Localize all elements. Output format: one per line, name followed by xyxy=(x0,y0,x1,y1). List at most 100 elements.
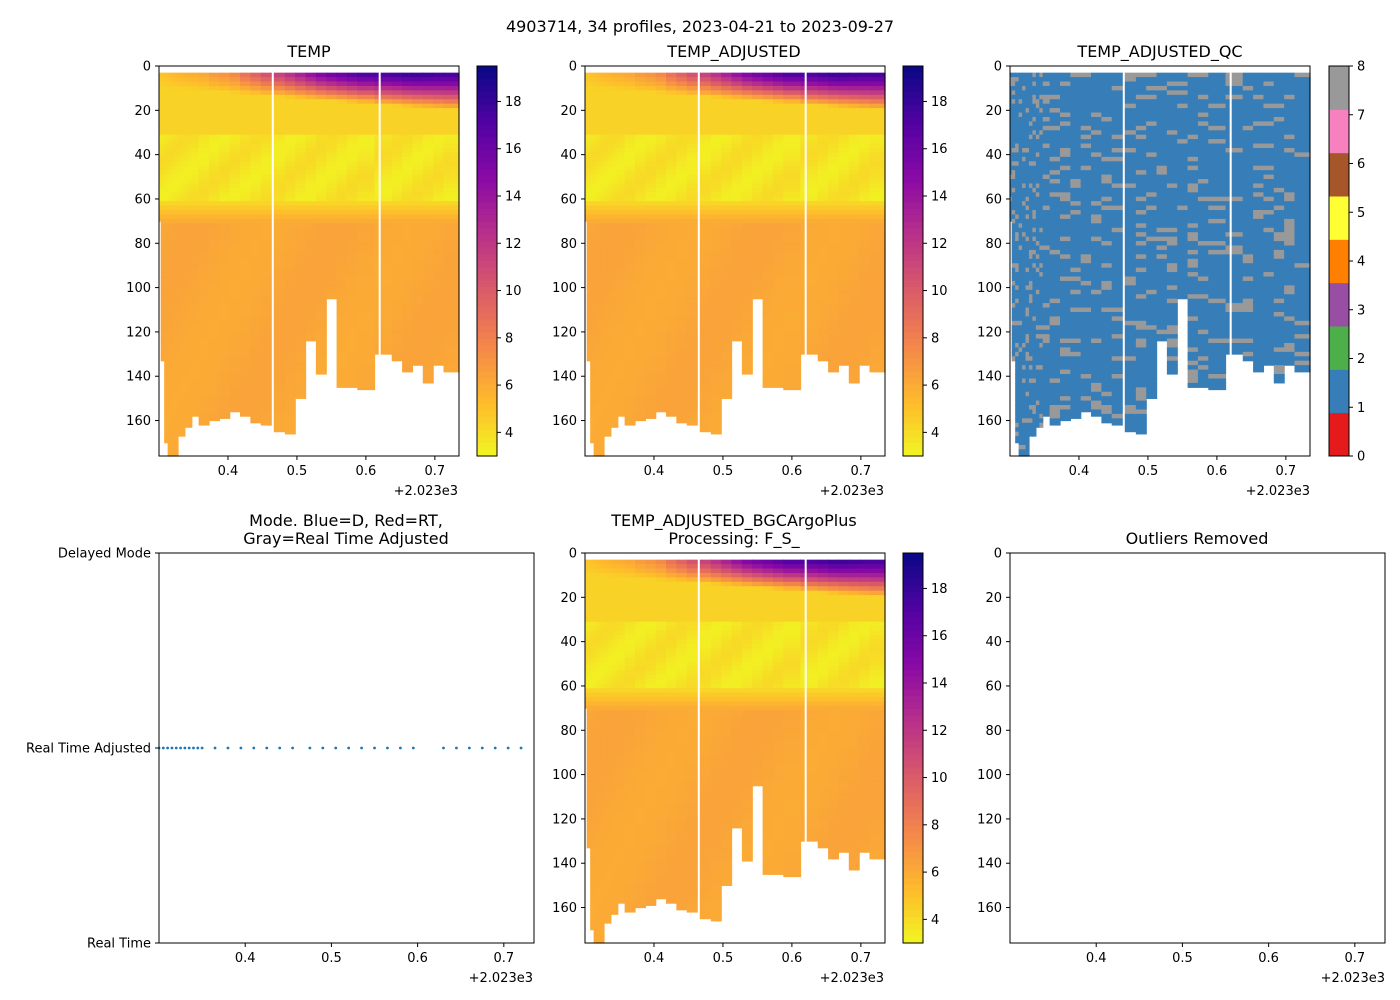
heatmap-cell xyxy=(731,94,743,100)
heatmap-cell xyxy=(800,103,819,109)
heatmap-cell xyxy=(710,422,722,428)
heatmap-cell xyxy=(698,289,712,295)
heatmap-cell xyxy=(402,351,414,357)
heatmap-cell xyxy=(374,267,393,273)
heatmap-cell xyxy=(593,289,598,295)
heatmap-cell xyxy=(402,227,414,233)
heatmap-cell xyxy=(209,320,220,326)
heatmap-cell xyxy=(655,179,667,185)
heatmap-cell xyxy=(597,405,602,411)
heatmap-cell xyxy=(159,108,162,114)
heatmap-cell xyxy=(590,400,595,406)
heatmap-cell xyxy=(346,99,358,105)
heatmap-cell xyxy=(741,303,753,309)
heatmap-cell xyxy=(762,183,774,189)
heatmap-cell xyxy=(284,94,296,100)
heatmap-cell xyxy=(174,351,179,357)
heatmap-cell xyxy=(346,156,358,162)
heatmap-cell xyxy=(593,201,598,207)
heatmap-cell xyxy=(159,179,162,185)
heatmap-cell xyxy=(412,267,424,273)
heatmap-cell xyxy=(198,205,210,211)
heatmap-cell xyxy=(617,272,626,278)
heatmap-cell xyxy=(250,112,262,118)
heatmap-cell xyxy=(710,396,722,402)
heatmap-cell xyxy=(260,294,274,300)
heatmap-cell xyxy=(762,303,774,309)
heatmap-cell xyxy=(645,236,657,242)
heatmap-cell xyxy=(635,249,646,255)
heatmap-cell xyxy=(164,289,169,295)
heatmap-cell xyxy=(219,121,231,127)
heatmap-cell xyxy=(731,325,743,331)
heatmap-cell xyxy=(593,249,598,255)
heatmap-cell xyxy=(607,170,612,176)
heatmap-cell xyxy=(721,391,733,397)
heatmap-cell xyxy=(603,409,609,415)
heatmap-cell xyxy=(848,90,860,96)
heatmap-cell xyxy=(160,85,165,91)
profile-column xyxy=(848,72,860,384)
heatmap-cell xyxy=(686,227,700,233)
heatmap-cell xyxy=(443,85,460,91)
heatmap-cell xyxy=(635,347,646,353)
heatmap-cell xyxy=(402,143,414,149)
heatmap-cell xyxy=(610,121,615,127)
heatmap-cell xyxy=(443,183,460,189)
heatmap-cell xyxy=(336,236,348,242)
heatmap-cell xyxy=(610,72,615,78)
heatmap-cell xyxy=(315,143,327,149)
heatmap-cell xyxy=(721,139,733,145)
heatmap-cell xyxy=(676,139,688,145)
heatmap-cell xyxy=(315,218,327,224)
heatmap-cell xyxy=(597,316,602,322)
heatmap-cell xyxy=(346,342,358,349)
heatmap-cell xyxy=(240,378,251,384)
heatmap-cell xyxy=(645,378,657,384)
heatmap-cell xyxy=(160,258,165,264)
heatmap-cell xyxy=(326,254,338,260)
heatmap-cell xyxy=(346,382,358,388)
heatmap-cell xyxy=(666,94,677,100)
heatmap-cell xyxy=(336,249,348,255)
heatmap-cell xyxy=(260,139,274,145)
heatmap-cell xyxy=(762,236,774,242)
heatmap-cell xyxy=(315,116,327,122)
heatmap-cell xyxy=(443,241,460,247)
heatmap-cell xyxy=(614,369,619,375)
heatmap-cell xyxy=(422,77,434,83)
heatmap-cell xyxy=(838,227,850,233)
heatmap-cell xyxy=(346,276,358,282)
heatmap-cell xyxy=(188,276,193,282)
heatmap-cell xyxy=(721,325,733,331)
heatmap-cell xyxy=(336,165,348,171)
heatmap-cell xyxy=(593,94,598,100)
heatmap-cell xyxy=(412,347,424,353)
heatmap-cell xyxy=(848,276,860,282)
heatmap-cell xyxy=(600,316,605,322)
profile-column xyxy=(219,72,231,419)
heatmap-cell xyxy=(710,325,722,331)
heatmap-cell xyxy=(597,320,602,326)
heatmap-cell xyxy=(209,72,220,78)
heatmap-cell xyxy=(666,325,677,331)
heatmap-cell xyxy=(167,338,172,344)
profile-column xyxy=(655,72,667,413)
heatmap-cell xyxy=(731,210,743,216)
heatmap-cell xyxy=(219,156,231,162)
heatmap-cell xyxy=(617,245,626,251)
heatmap-cell xyxy=(295,143,307,149)
heatmap-cell xyxy=(710,183,722,189)
heatmap-cell xyxy=(617,103,626,109)
heatmap-cell xyxy=(848,121,860,127)
heatmap-cell xyxy=(357,342,376,349)
heatmap-cell xyxy=(783,116,802,122)
heatmap-cell xyxy=(610,156,615,162)
heatmap-cell xyxy=(167,400,172,406)
heatmap-cell xyxy=(326,227,338,233)
heatmap-cell xyxy=(800,77,819,83)
heatmap-cell xyxy=(828,85,840,91)
heatmap-cell xyxy=(443,232,460,238)
heatmap-cell xyxy=(817,174,829,180)
heatmap-cell xyxy=(412,205,424,211)
